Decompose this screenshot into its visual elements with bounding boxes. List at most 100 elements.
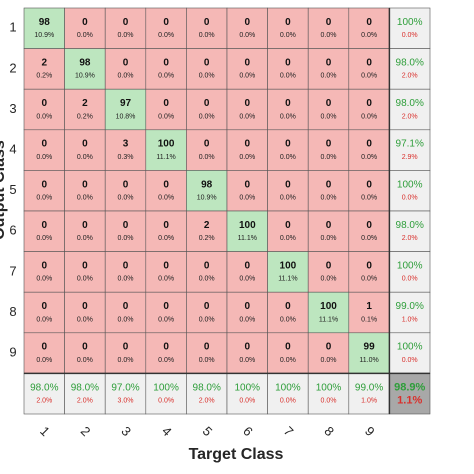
cell-percent: 0.0%: [321, 32, 337, 39]
cell: [348, 170, 390, 212]
cell-percent: 0.0%: [77, 195, 93, 202]
cell: [104, 7, 147, 49]
cell-percent: 0.0%: [199, 73, 215, 80]
cell-count: 0: [245, 179, 251, 190]
cell-percent: 0.0%: [321, 357, 337, 364]
col-summary-cell: [267, 373, 309, 415]
cell-percent: 0.0%: [321, 113, 337, 120]
cell-percent: 0.0%: [118, 276, 134, 283]
cell: [348, 7, 390, 49]
cell-count: 0: [204, 261, 210, 272]
col-summary-correct: 97.0%: [111, 382, 139, 393]
cell-count: 0: [245, 301, 251, 312]
cell-percent: 0.1%: [361, 316, 377, 323]
cell-count: 98: [201, 179, 213, 190]
cell: [186, 251, 228, 293]
cell-percent: 0.0%: [280, 235, 296, 242]
x-axis-label: Target Class: [189, 446, 284, 463]
col-summary-cell: [226, 373, 268, 415]
cell: [307, 170, 350, 212]
cell-percent: 0.0%: [118, 316, 134, 323]
cell-count: 0: [82, 261, 88, 272]
cell-count: 0: [366, 58, 372, 69]
cell-count: 0: [82, 179, 88, 190]
cell: [186, 170, 228, 212]
cell-percent: 0.0%: [158, 316, 174, 323]
row-summary-cell: [389, 7, 431, 49]
cell: [307, 291, 350, 334]
cell: [267, 7, 309, 49]
cell-count: 100: [320, 301, 337, 312]
cell-percent: 0.0%: [321, 235, 337, 242]
col-summary-error: 0.0%: [321, 398, 337, 405]
cell: [23, 291, 65, 334]
cell-percent: 0.0%: [280, 195, 296, 202]
cell: [104, 251, 147, 293]
cell: [307, 251, 350, 293]
cell-percent: 0.0%: [361, 154, 377, 161]
cell: [307, 129, 350, 171]
cell-count: 0: [42, 179, 48, 190]
cell-percent: 0.2%: [199, 235, 215, 242]
cell-count: 2: [82, 98, 88, 109]
cell: [226, 291, 268, 334]
overall-cell: [389, 373, 431, 415]
col-summary-error: 0.0%: [239, 398, 255, 405]
cell: [23, 170, 65, 212]
col-summary-correct: 100%: [153, 382, 179, 393]
y-axis-label: Output Class: [0, 140, 8, 240]
row-summary-correct: 98.0%: [396, 58, 424, 69]
cell: [226, 251, 268, 293]
cell: [186, 210, 228, 252]
y-tick-label: 6: [9, 223, 16, 238]
cell-percent: 0.0%: [118, 235, 134, 242]
cell-percent: 0.0%: [361, 195, 377, 202]
cell-count: 0: [366, 179, 372, 190]
cell-percent: 0.0%: [36, 357, 52, 364]
cell-percent: 0.0%: [158, 73, 174, 80]
cell-count: 0: [204, 17, 210, 28]
cell: [348, 291, 390, 334]
cell: [145, 170, 187, 212]
cell: [348, 88, 390, 131]
cell-percent: 0.0%: [239, 32, 255, 39]
cell-count: 0: [326, 179, 332, 190]
overall-correct: 98.9%: [394, 382, 425, 394]
col-summary-error: 1.0%: [361, 398, 377, 405]
cell-count: 0: [163, 220, 169, 231]
cell-percent: 0.0%: [199, 357, 215, 364]
cell: [104, 332, 147, 374]
cell: [348, 251, 390, 293]
cell: [64, 251, 106, 293]
col-summary-cell: [186, 373, 228, 415]
cell-percent: 0.3%: [118, 154, 134, 161]
cell-count: 0: [123, 342, 129, 353]
cell: [64, 291, 106, 334]
cell-count: 0: [82, 17, 88, 28]
col-summary-error: 2.0%: [199, 398, 215, 405]
cell-percent: 0.0%: [239, 195, 255, 202]
cell: [104, 210, 147, 252]
col-summary-correct: 100%: [316, 382, 342, 393]
row-summary-error: 2.0%: [402, 73, 418, 80]
cell-count: 0: [123, 301, 129, 312]
cell-count: 0: [204, 58, 210, 69]
row-summary-error: 0.0%: [402, 195, 418, 202]
cell-percent: 0.0%: [118, 32, 134, 39]
cell-percent: 0.0%: [199, 316, 215, 323]
cell: [23, 332, 65, 374]
cell-count: 0: [163, 342, 169, 353]
cell: [64, 170, 106, 212]
cell: [23, 129, 65, 171]
cell-percent: 11.0%: [359, 357, 378, 364]
cell: [267, 129, 309, 171]
cell-count: 97: [120, 98, 132, 109]
cell-count: 100: [158, 139, 175, 150]
cell-count: 0: [285, 98, 291, 109]
row-summary-error: 2.0%: [402, 235, 418, 242]
cell-count: 0: [285, 179, 291, 190]
cell-count: 0: [245, 342, 251, 353]
cell: [104, 48, 147, 90]
cell-percent: 0.0%: [199, 113, 215, 120]
cell: [267, 210, 309, 252]
